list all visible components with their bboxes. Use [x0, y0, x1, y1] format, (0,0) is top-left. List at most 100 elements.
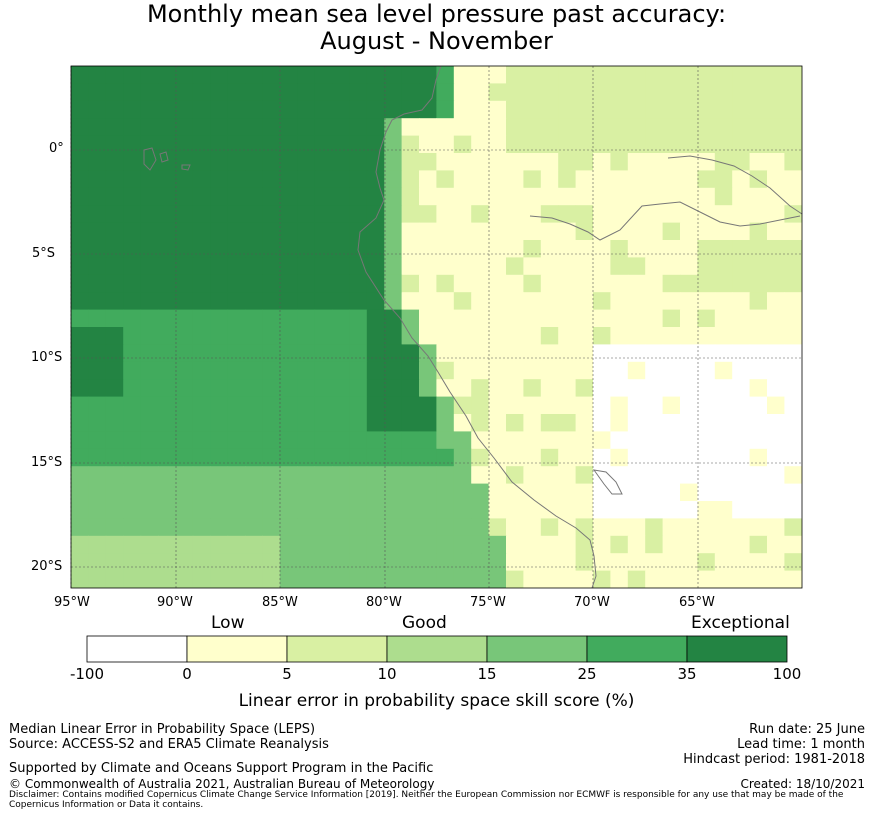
grid-cell	[662, 83, 681, 102]
grid-cell	[453, 83, 472, 102]
grid-cell	[732, 118, 751, 137]
grid-cell	[488, 501, 507, 519]
grid-cell	[506, 205, 524, 224]
grid-cell	[297, 135, 316, 154]
grid-cell	[245, 309, 263, 328]
grid-cell	[506, 118, 524, 137]
grid-cell	[645, 274, 664, 293]
grid-cell	[558, 344, 577, 363]
grid-cell	[158, 414, 176, 432]
grid-cell	[540, 448, 559, 467]
grid-cell	[523, 170, 542, 189]
grid-cell	[332, 483, 350, 502]
grid-cell	[627, 100, 646, 119]
grid-cell	[436, 205, 455, 224]
grid-cell	[332, 222, 350, 241]
grid-cell	[697, 118, 716, 137]
grid-cell	[610, 431, 629, 450]
grid-cell	[471, 274, 490, 293]
grid-cell	[645, 257, 664, 276]
grid-cell	[749, 553, 768, 572]
grid-cell	[349, 83, 368, 102]
grid-cell	[627, 518, 646, 537]
grid-cell	[627, 170, 646, 189]
grid-cell	[575, 379, 594, 398]
grid-cell	[158, 187, 176, 206]
grid-cell	[262, 501, 281, 519]
grid-cell	[419, 535, 437, 554]
grid-cell	[419, 292, 437, 311]
grid-cell	[123, 501, 142, 519]
grid-cell	[784, 570, 802, 588]
grid-cell	[662, 501, 681, 519]
grid-cell	[645, 66, 664, 84]
lat-label-5s: 5°S	[32, 246, 56, 261]
grid-cell	[767, 448, 785, 467]
grid-cell	[471, 170, 490, 189]
grid-cell	[140, 448, 159, 467]
grid-cell	[471, 240, 490, 258]
grid-cell	[575, 309, 594, 328]
grid-cell	[732, 344, 751, 363]
grid-cell	[419, 187, 437, 206]
grid-cell	[262, 240, 281, 258]
grid-cell	[453, 518, 472, 537]
colorbar-tick: 25	[577, 665, 597, 683]
grid-cell	[784, 83, 802, 102]
grid-cell	[558, 292, 577, 311]
colorbar-tick: -100	[69, 665, 105, 683]
grid-cell	[662, 309, 681, 328]
grid-cell	[227, 501, 246, 519]
grid-cell	[384, 448, 403, 467]
grid-cell	[314, 466, 333, 485]
grid-cell	[610, 274, 629, 293]
grid-cell	[627, 501, 646, 519]
grid-cell	[140, 344, 159, 363]
grid-cell	[558, 100, 577, 119]
grid-cell	[192, 135, 211, 154]
grid-cell	[401, 153, 420, 171]
grid-cell	[680, 83, 698, 102]
grid-cell	[488, 309, 507, 328]
grid-cell	[680, 327, 698, 345]
grid-cell	[384, 257, 403, 276]
grid-cell	[332, 553, 350, 572]
grid-cell	[610, 501, 629, 519]
grid-cell	[453, 501, 472, 519]
grid-cell	[784, 118, 802, 137]
grid-cell	[436, 240, 455, 258]
grid-cell	[593, 518, 611, 537]
grid-cell	[453, 118, 472, 137]
grid-cell	[662, 361, 681, 380]
grid-cell	[697, 466, 716, 485]
grid-cell	[158, 292, 176, 311]
grid-cell	[593, 274, 611, 293]
grid-cell	[105, 344, 124, 363]
grid-cell	[645, 118, 664, 137]
grid-cell	[227, 170, 246, 189]
colorbar-title: Linear error in probability space skill …	[238, 691, 635, 711]
grid-cell	[140, 205, 159, 224]
category-good: Good	[402, 613, 447, 633]
grid-cell	[749, 187, 768, 206]
grid-cell	[88, 501, 107, 519]
grid-cell	[732, 257, 751, 276]
grid-cell	[436, 501, 455, 519]
grid-cell	[662, 170, 681, 189]
grid-cell	[610, 466, 629, 485]
grid-cell	[575, 170, 594, 189]
grid-cell	[523, 483, 542, 502]
grid-cell	[158, 274, 176, 293]
grid-cell	[714, 466, 733, 485]
grid-cell	[158, 222, 176, 241]
grid-cell	[714, 118, 733, 137]
grid-cell	[279, 448, 298, 467]
grid-cell	[453, 414, 472, 432]
grid-cell	[123, 153, 142, 171]
grid-cell	[523, 361, 542, 380]
grid-cell	[245, 327, 263, 345]
grid-cell	[192, 466, 211, 485]
grid-cell	[332, 535, 350, 554]
grid-cell	[680, 361, 698, 380]
grid-cell	[366, 292, 385, 311]
